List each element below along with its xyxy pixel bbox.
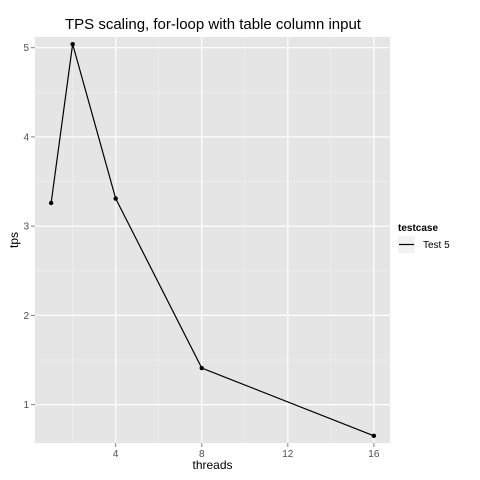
data-point [199,365,204,371]
chart-title: TPS scaling, for-loop with table column … [65,16,362,33]
y-axis-label: tps [7,232,21,248]
minor-gridlines [35,37,390,443]
data-point [371,433,377,439]
x-axis: 4 8 12 16 [113,443,380,460]
x-tick-label: 16 [368,449,380,460]
x-tick-label: 4 [113,449,119,460]
data-point [70,41,75,47]
legend-label-test-5: Test 5 [423,240,450,251]
y-tick-label: 1 [23,400,29,411]
data-point [113,196,118,201]
x-tick-label: 12 [282,449,294,460]
major-gridlines [35,37,390,443]
y-tick-label: 5 [23,43,29,54]
y-axis: 1 2 3 4 5 [23,43,35,411]
y-tick-label: 4 [23,132,29,143]
x-tick-label: 8 [199,449,205,460]
data-point [48,200,54,206]
legend-title: testcase [398,223,438,234]
x-axis-label: threads [192,458,232,472]
series-layer [48,41,377,439]
y-tick-label: 3 [23,222,29,233]
y-tick-label: 2 [23,311,29,322]
legend: testcase Test 5 [398,223,450,253]
